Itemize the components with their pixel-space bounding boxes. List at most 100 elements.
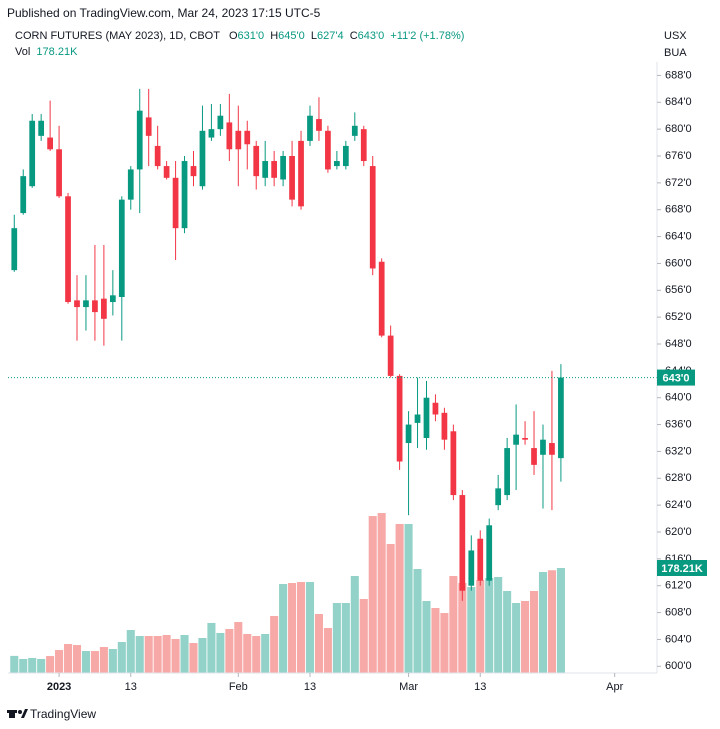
volume-bar	[207, 622, 216, 673]
volume-bar	[503, 590, 512, 673]
logo	[7, 709, 28, 718]
brand: TradingView	[30, 707, 97, 721]
volume-bar	[198, 638, 207, 673]
y-tick-label: 636'0	[665, 418, 692, 430]
x-tick-label: Feb	[229, 681, 248, 693]
candle-body	[396, 375, 403, 462]
candle-body	[226, 122, 233, 150]
volume-value: 178.21K	[36, 46, 78, 58]
candle-body	[450, 431, 457, 496]
candle-body	[262, 161, 269, 178]
y-tick-label: 604'0	[665, 633, 692, 645]
volume-bar	[547, 570, 556, 673]
candle-body	[101, 298, 107, 319]
candle-body	[334, 161, 340, 167]
candle-body	[29, 120, 36, 187]
volume-bar	[252, 635, 261, 673]
volume-bar	[422, 600, 431, 673]
change: +11'2 (+1.78%)	[390, 30, 465, 42]
candle-body	[468, 550, 475, 586]
y-tick-label: 672'0	[665, 177, 692, 189]
volume-bar	[296, 582, 306, 673]
candle-body	[504, 448, 511, 496]
logo-shape	[21, 709, 28, 718]
volume-bar	[395, 523, 404, 673]
candle-body	[190, 166, 197, 177]
volume-bar	[46, 656, 55, 673]
volume-bar	[117, 642, 126, 673]
last-volume-label: 178.21K	[661, 563, 703, 575]
candle-body	[378, 261, 385, 336]
volume-bar	[359, 598, 368, 673]
y-tick-label: 640'0	[665, 392, 692, 404]
x-tick-label: 13	[125, 681, 137, 693]
volume-bar	[485, 578, 494, 673]
volume-bar	[108, 649, 117, 673]
y-tick-label: 676'0	[665, 150, 692, 162]
volume-bar	[512, 603, 521, 673]
candle-body	[74, 300, 80, 308]
candle-body	[83, 300, 89, 308]
y-tick-label: 664'0	[665, 230, 692, 242]
candle-body	[127, 169, 134, 200]
candle-body	[513, 434, 519, 445]
candle-body	[351, 125, 358, 136]
candle-body	[307, 115, 313, 141]
candle-body	[342, 145, 349, 167]
x-tick-label: Mar	[399, 681, 418, 693]
y-tick-label: 648'0	[665, 338, 692, 350]
y-tick-label: 628'0	[665, 472, 692, 484]
candle-body	[172, 177, 179, 229]
currency: USX	[664, 30, 687, 42]
volume-bar	[279, 584, 288, 673]
candle-body	[136, 110, 143, 170]
volume-bar	[288, 583, 297, 673]
candle-body	[316, 119, 322, 131]
volume-bar	[431, 608, 440, 673]
candle-body	[325, 130, 331, 170]
candle-body	[253, 145, 260, 177]
candle-body	[145, 117, 152, 136]
candle-body	[414, 414, 421, 423]
candle-body	[11, 228, 18, 271]
volume-bar	[350, 576, 359, 673]
candle-body	[47, 137, 53, 150]
volume-legend: Vol 178.21K	[15, 46, 77, 58]
volume-bar	[126, 629, 135, 673]
volume-bar	[189, 643, 198, 673]
candle-body	[92, 300, 98, 313]
volume-bar	[476, 580, 485, 673]
volume-bar	[332, 603, 341, 673]
volume-bar	[467, 587, 476, 673]
ohlc-value: 643'0	[357, 30, 385, 42]
y-tick-label: 660'0	[665, 257, 692, 269]
candle-body	[208, 129, 215, 138]
volume-bar	[556, 567, 565, 673]
candle-body	[405, 424, 412, 444]
volume-bar	[529, 590, 539, 673]
volume-bar	[521, 600, 530, 673]
candle-body	[459, 495, 466, 591]
candle-body	[56, 149, 62, 197]
candle-body	[109, 295, 116, 303]
candle-body	[477, 538, 484, 581]
ohlc-key: O	[228, 30, 238, 42]
candle-body	[65, 196, 71, 303]
candle-body	[495, 488, 502, 506]
last-price-label: 643'0	[662, 372, 689, 384]
candle-body	[432, 402, 439, 415]
volume-bar	[234, 622, 243, 673]
last-volume-box	[657, 559, 707, 576]
volume-bar	[162, 634, 171, 673]
candle-body	[298, 140, 304, 207]
volume-bar	[449, 576, 458, 673]
volume-bar	[225, 628, 234, 673]
ohlc-value: 631'0	[237, 30, 265, 42]
volume-bar	[171, 639, 180, 673]
x-tick-label: Apr	[606, 681, 623, 693]
volume-bar	[270, 616, 279, 673]
y-tick-label: 688'0	[665, 69, 692, 81]
x-tick-label: 13	[304, 681, 316, 693]
volume-bar	[386, 544, 395, 673]
